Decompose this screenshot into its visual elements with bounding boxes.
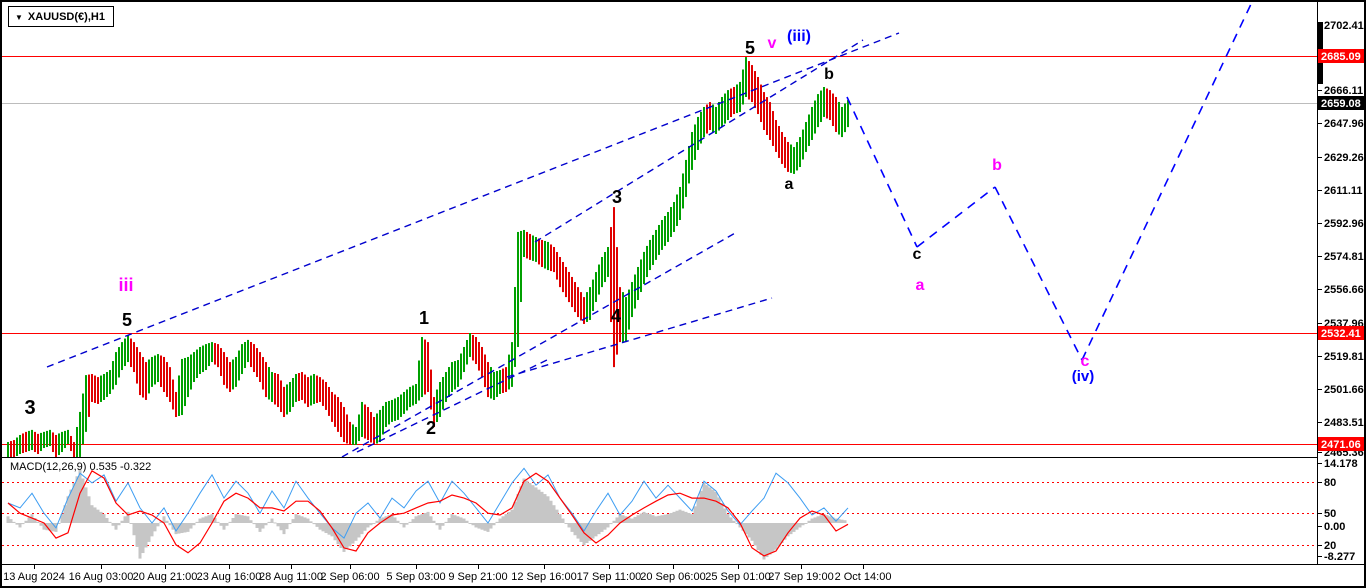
price-tick-label: 2592.96	[1324, 218, 1364, 230]
wave-label[interactable]: 3	[24, 397, 35, 419]
horizontal-price-lines	[2, 56, 1317, 445]
price-tick-label: 2483.51	[1324, 417, 1364, 429]
price-badge	[1318, 96, 1364, 110]
macd-pane[interactable]	[2, 467, 1317, 560]
wave-label[interactable]: 2	[426, 418, 436, 438]
price-tick-label: 2647.96	[1324, 118, 1364, 130]
trend-line	[341, 231, 738, 458]
price-badge	[1318, 49, 1364, 63]
time-tick-label: 20 Aug 21:00	[133, 571, 198, 583]
time-tick-label: 28 Aug 11:00	[259, 571, 323, 583]
time-tick-label: 2 Oct 14:00	[835, 571, 892, 583]
time-tick-label: 16 Aug 03:00	[69, 571, 134, 583]
macd-axis[interactable]: 14.178 80 500.00 20-8.277	[1317, 458, 1358, 563]
wave-label[interactable]: 5	[745, 38, 755, 58]
wave-label[interactable]: 4	[611, 306, 621, 326]
price-badge-label: 2532.41	[1321, 328, 1361, 340]
trend-line	[534, 39, 864, 243]
wave-label[interactable]: 1	[419, 308, 429, 328]
chevron-down-icon: ▼	[15, 12, 23, 22]
time-tick-label: 23 Aug 16:00	[197, 571, 262, 583]
candles	[7, 57, 849, 459]
projection-line	[916, 186, 996, 248]
price-badge	[1318, 326, 1364, 340]
time-axis[interactable]: 13 Aug 2024 16 Aug 03:00 20 Aug 21:00 23 Au…	[3, 565, 891, 583]
price-tick-label: 2519.81	[1324, 351, 1364, 363]
projection-line	[1081, 2, 1253, 361]
price-axis[interactable]: 2702.41 2666.11 2647.96 2629.26 2611.11 2592.…	[1317, 20, 1366, 459]
symbol-timeframe-label: XAUUSD(€),H1	[27, 11, 105, 23]
wave-label[interactable]: (iii)	[787, 28, 811, 45]
macd-histogram	[6, 469, 847, 560]
wave-label[interactable]: a	[916, 277, 925, 294]
projection-line	[846, 96, 918, 248]
wave-label[interactable]: (iv)	[1072, 368, 1095, 385]
trend-lines[interactable]	[46, 2, 1253, 458]
wave-label[interactable]: b	[992, 157, 1002, 174]
macd-signal-line	[7, 470, 849, 557]
time-tick-label: 13 Aug 2024	[3, 571, 65, 583]
price-tick-label: 2702.41	[1324, 20, 1364, 32]
time-tick-label: 12 Sep 16:00	[511, 571, 576, 583]
macd-tick-label: 0.00	[1324, 521, 1345, 533]
wave-label[interactable]: c	[1081, 353, 1090, 370]
price-badge	[1318, 437, 1364, 451]
wave-label[interactable]: a	[785, 176, 794, 193]
macd-tick-label: 14.178	[1324, 458, 1358, 470]
price-tick-label: 2574.81	[1324, 251, 1364, 263]
price-tick-label: 2501.66	[1324, 384, 1364, 396]
chart-frame	[2, 2, 1364, 565]
price-tick-label: 2666.11	[1324, 85, 1363, 97]
wave-label[interactable]: iii	[118, 275, 133, 295]
price-tick-label: 2629.26	[1324, 152, 1364, 164]
price-tick-label: 2556.66	[1324, 284, 1364, 296]
wave-label[interactable]: c	[913, 246, 922, 263]
time-tick-label: 17 Sep 11:00	[577, 571, 642, 583]
price-tick-label: 2611.11	[1324, 185, 1363, 197]
time-tick-label: 5 Sep 03:00	[386, 571, 445, 583]
wave-label[interactable]: 5	[122, 310, 132, 330]
time-tick-label: 9 Sep 21:00	[448, 571, 507, 583]
trend-line	[46, 32, 900, 368]
macd-indicator-label: MACD(12,26,9) 0.535 -0.322	[10, 461, 152, 473]
time-tick-label: 2 Sep 06:00	[320, 571, 379, 583]
time-tick-label: 20 Sep 06:00	[640, 571, 705, 583]
wave-label[interactable]: v	[768, 35, 777, 52]
macd-tick-label: 80	[1324, 477, 1336, 489]
time-tick-label: 27 Sep 19:00	[768, 571, 833, 583]
wave-label[interactable]: b	[824, 66, 834, 83]
macd-tick-label: 50	[1324, 508, 1336, 520]
symbol-selector[interactable]: ▼ XAUUSD(€),H1	[8, 6, 114, 27]
trend-line	[506, 297, 773, 378]
macd-tick-label: -8.277	[1324, 551, 1355, 563]
time-tick-label: 25 Sep 01:00	[705, 571, 770, 583]
projection-line	[994, 186, 1083, 361]
price-badge-label: 2471.06	[1321, 439, 1361, 451]
wave-label[interactable]: 3	[612, 187, 622, 207]
macd-tick-label: 20	[1324, 540, 1336, 552]
price-badge-label: 2659.08	[1321, 98, 1361, 110]
price-badge-label: 2685.09	[1321, 51, 1361, 63]
macd-fast-line	[7, 467, 849, 539]
